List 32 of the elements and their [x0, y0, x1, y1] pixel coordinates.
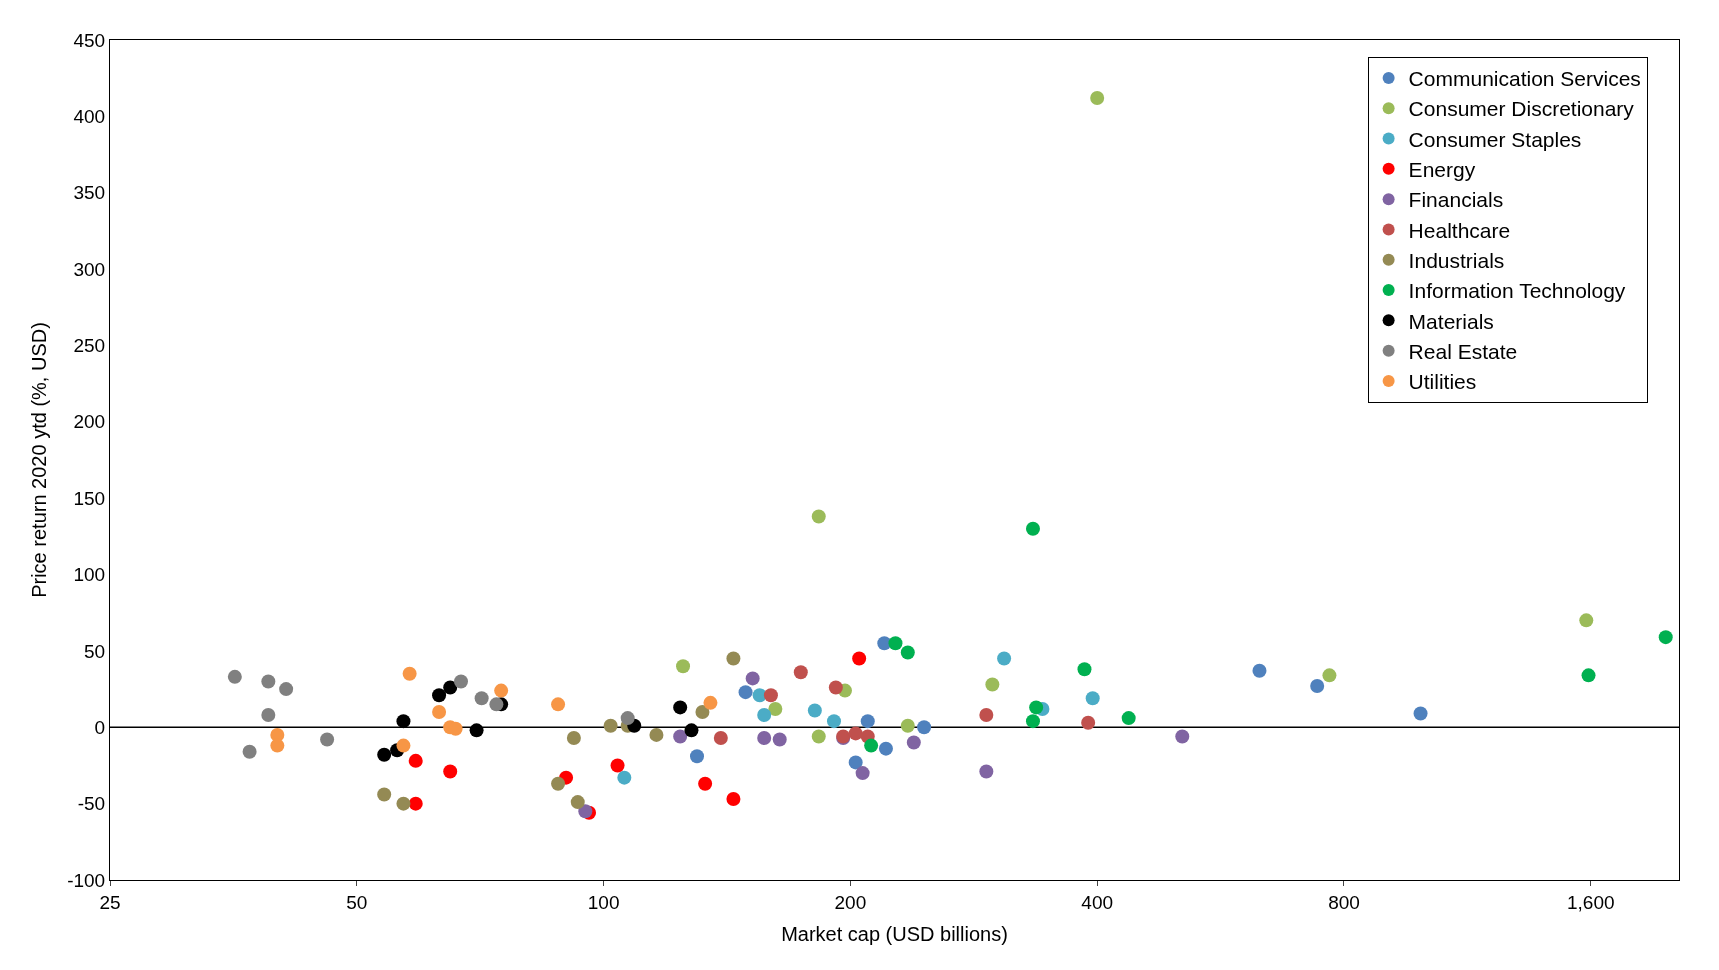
- legend-label: Healthcare: [1408, 218, 1511, 242]
- legend-label: Energy: [1408, 158, 1476, 182]
- y-tick-label: 200: [73, 411, 106, 433]
- x-tick-label: 800: [1328, 891, 1360, 913]
- x-axis-title: Market cap (USD billions): [781, 923, 1008, 946]
- y-tick-label: 250: [73, 335, 106, 357]
- legend-label: Consumer Discretionary: [1408, 97, 1635, 121]
- x-tick-label: 200: [834, 891, 867, 913]
- y-tick-label: 400: [73, 106, 106, 128]
- legend-label: Utilities: [1408, 370, 1477, 394]
- legend-label: Information Technology: [1408, 279, 1626, 303]
- y-tick-label: 150: [73, 487, 106, 509]
- y-tick-label: -50: [77, 793, 106, 815]
- y-tick-label: 50: [84, 640, 106, 662]
- x-tick-label: 50: [346, 891, 368, 913]
- y-tick-label: 100: [73, 564, 106, 586]
- legend-label: Financials: [1408, 188, 1504, 212]
- legend-label: Communication Services: [1408, 67, 1641, 91]
- y-tick-label: 450: [73, 29, 106, 51]
- y-tick-label: 300: [73, 258, 106, 280]
- x-tick-label: 100: [587, 891, 620, 913]
- y-tick-label: -100: [67, 869, 106, 891]
- y-tick-label: 0: [94, 716, 106, 738]
- y-tick-label: 350: [73, 182, 106, 204]
- legend-label: Real Estate: [1408, 339, 1518, 363]
- legend-label: Consumer Staples: [1408, 127, 1582, 151]
- x-tick-label: 400: [1081, 891, 1114, 913]
- x-tick-label: 25: [99, 891, 121, 913]
- legend-label: Industrials: [1408, 248, 1505, 272]
- x-tick-label: 1,600: [1566, 891, 1615, 913]
- y-axis-title: Price return 2020 ytd (%, USD): [27, 322, 50, 598]
- legend-label: Materials: [1408, 309, 1494, 333]
